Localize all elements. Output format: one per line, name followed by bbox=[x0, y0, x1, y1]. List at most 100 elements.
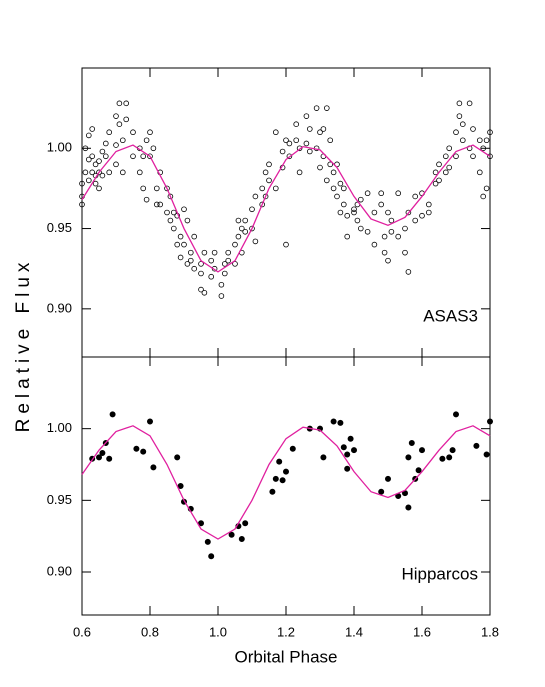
data-point bbox=[344, 465, 351, 472]
y-tick-label: 0.90 bbox=[47, 300, 72, 315]
data-point bbox=[266, 177, 272, 184]
data-point bbox=[262, 169, 269, 176]
data-point bbox=[154, 185, 160, 192]
data-point bbox=[174, 241, 181, 248]
data-point bbox=[239, 225, 245, 232]
data-point bbox=[388, 217, 395, 224]
data-point bbox=[137, 169, 143, 176]
data-point bbox=[323, 105, 330, 111]
panel-label: Hipparcos bbox=[401, 564, 478, 583]
data-point bbox=[222, 261, 228, 267]
data-point bbox=[191, 265, 198, 272]
data-point bbox=[113, 113, 119, 119]
data-point bbox=[143, 137, 150, 144]
data-point bbox=[327, 161, 334, 168]
data-point bbox=[184, 261, 191, 267]
data-point bbox=[106, 455, 113, 462]
data-point bbox=[171, 209, 177, 216]
data-point bbox=[442, 169, 449, 176]
data-point bbox=[191, 233, 198, 240]
data-point bbox=[364, 190, 371, 197]
data-point bbox=[453, 153, 459, 160]
data-point bbox=[89, 126, 95, 132]
y-tick-label: 1.00 bbox=[47, 140, 72, 155]
data-point bbox=[408, 439, 415, 446]
x-tick-label: 0.6 bbox=[73, 624, 91, 639]
data-point bbox=[89, 169, 95, 176]
data-point bbox=[425, 209, 432, 216]
data-point bbox=[347, 435, 354, 442]
data-point bbox=[211, 249, 218, 256]
data-point bbox=[198, 286, 204, 293]
data-point bbox=[378, 201, 385, 208]
data-point bbox=[242, 228, 249, 235]
data-point bbox=[184, 217, 191, 224]
x-axis-label: Orbital Phase bbox=[235, 647, 338, 666]
data-point bbox=[317, 164, 323, 171]
data-point bbox=[439, 455, 446, 462]
data-point bbox=[208, 273, 215, 280]
data-point bbox=[177, 482, 184, 489]
data-point bbox=[167, 217, 174, 224]
data-point bbox=[279, 148, 286, 155]
data-point bbox=[99, 148, 106, 155]
data-point bbox=[476, 169, 483, 176]
data-point bbox=[395, 233, 402, 240]
data-point bbox=[286, 140, 293, 147]
x-tick-label: 0.8 bbox=[141, 624, 159, 639]
data-point bbox=[466, 100, 473, 107]
data-point bbox=[487, 129, 493, 136]
data-point bbox=[340, 201, 347, 208]
data-point bbox=[388, 228, 395, 235]
panel-label: ASAS3 bbox=[423, 306, 478, 325]
data-point bbox=[157, 201, 164, 208]
data-point bbox=[418, 447, 425, 454]
data-point bbox=[442, 153, 449, 160]
data-point bbox=[218, 293, 225, 299]
data-point bbox=[357, 225, 364, 232]
data-point bbox=[456, 113, 463, 119]
data-point bbox=[381, 249, 388, 256]
data-point bbox=[116, 100, 123, 107]
data-point bbox=[232, 241, 238, 248]
data-point bbox=[181, 241, 187, 248]
data-point bbox=[289, 445, 296, 452]
data-point bbox=[109, 411, 116, 418]
model-curve bbox=[81, 144, 491, 273]
data-point bbox=[330, 185, 337, 192]
data-point bbox=[106, 169, 112, 176]
data-point bbox=[296, 169, 303, 176]
data-point bbox=[146, 418, 153, 425]
x-tick-label: 1.0 bbox=[209, 624, 227, 639]
data-point bbox=[140, 185, 147, 192]
data-point bbox=[327, 137, 334, 144]
data-point bbox=[120, 137, 126, 144]
data-point bbox=[286, 153, 293, 160]
data-point bbox=[340, 185, 347, 192]
data-point bbox=[123, 100, 129, 107]
data-point bbox=[147, 153, 153, 160]
data-point bbox=[249, 206, 255, 213]
data-point bbox=[235, 217, 242, 224]
data-point bbox=[446, 145, 453, 152]
data-point bbox=[150, 464, 157, 471]
data-point bbox=[222, 270, 228, 277]
data-point bbox=[198, 270, 204, 277]
data-point bbox=[480, 145, 487, 152]
data-point bbox=[262, 193, 269, 200]
data-point bbox=[225, 249, 232, 256]
data-point bbox=[381, 233, 388, 240]
data-point bbox=[99, 450, 106, 457]
data-point bbox=[130, 153, 136, 160]
data-point bbox=[201, 249, 208, 256]
data-point bbox=[476, 137, 483, 144]
data-point bbox=[282, 468, 289, 475]
data-point bbox=[283, 241, 289, 248]
data-point bbox=[340, 444, 347, 451]
data-point bbox=[96, 185, 102, 192]
data-point bbox=[473, 442, 480, 449]
data-point bbox=[147, 129, 153, 136]
data-point bbox=[415, 467, 422, 474]
data-point bbox=[412, 217, 419, 224]
